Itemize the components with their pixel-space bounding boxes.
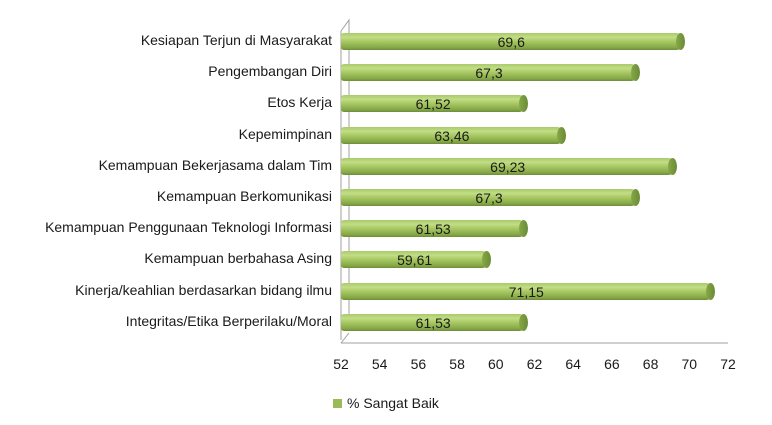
x-tick-label: 60 (488, 356, 504, 372)
bar (341, 220, 529, 238)
category-label: Kemampuan Berkomunikasi (156, 188, 332, 204)
bar-value-label: 69,6 (497, 34, 525, 50)
category-label: Kepemimpinan (238, 125, 332, 142)
x-tick-label: 58 (449, 356, 465, 372)
category-label: Kemampuan Penggunaan Teknologi Informasi (45, 219, 332, 236)
bar (341, 126, 566, 144)
category-label: Integritas/Etika Berperilaku/Moral (125, 312, 332, 329)
x-tick-label: 66 (604, 356, 620, 372)
x-tick-label: 52 (333, 356, 349, 372)
bar (341, 95, 529, 113)
bar (341, 157, 678, 175)
bar-end-cap (631, 189, 641, 206)
x-tick-label: 72 (720, 356, 736, 372)
bar (341, 313, 529, 331)
x-tick-label: 62 (526, 356, 543, 372)
bar-end-cap (519, 220, 529, 238)
x-tick-label: 56 (410, 356, 427, 372)
bar-end-cap (675, 33, 685, 50)
bar (341, 251, 492, 269)
bar-value-label: 59,61 (397, 252, 433, 269)
bar-end-cap (519, 313, 529, 331)
x-tick-label: 68 (642, 356, 659, 372)
bar (341, 64, 641, 82)
legend-label: % Sangat Baik (347, 395, 439, 411)
bar-value-label: 69,23 (490, 158, 526, 175)
x-tick-label: 54 (371, 356, 388, 372)
bar (341, 189, 641, 206)
x-tick-label: 64 (565, 356, 581, 372)
bar-end-cap (556, 126, 566, 144)
category-label: Etos Kerja (267, 94, 332, 111)
bar-value-label: 61,53 (415, 314, 451, 331)
category-label: Kemampuan berbahasa Asing (144, 250, 332, 267)
bar-value-label: 67,3 (475, 190, 503, 206)
bar-end-cap (705, 282, 715, 300)
bar-end-cap (519, 95, 529, 113)
bar-value-label: 71,15 (508, 283, 544, 300)
bar (341, 33, 685, 50)
chart-legend: % Sangat Baik (333, 395, 439, 411)
bar-value-label: 63,46 (434, 127, 470, 144)
bar-end-cap (482, 251, 492, 269)
legend-swatch-icon (333, 398, 342, 408)
category-label: Pengembangan Diri (208, 63, 332, 80)
bar-value-label: 61,52 (415, 96, 451, 113)
bar-value-label: 67,3 (475, 65, 503, 82)
category-label: Kemampuan Bekerjasama dalam Tim (98, 156, 332, 173)
category-label: Kinerja/keahlian berdasarkan bidang ilmu (75, 281, 332, 298)
bar (341, 282, 715, 300)
bar-end-cap (631, 64, 641, 82)
x-tick-label: 70 (681, 356, 698, 372)
bar-value-label: 61,53 (415, 221, 451, 238)
category-label: Kesiapan Terjun di Masyarakat (140, 32, 332, 48)
bar-end-cap (668, 157, 678, 175)
